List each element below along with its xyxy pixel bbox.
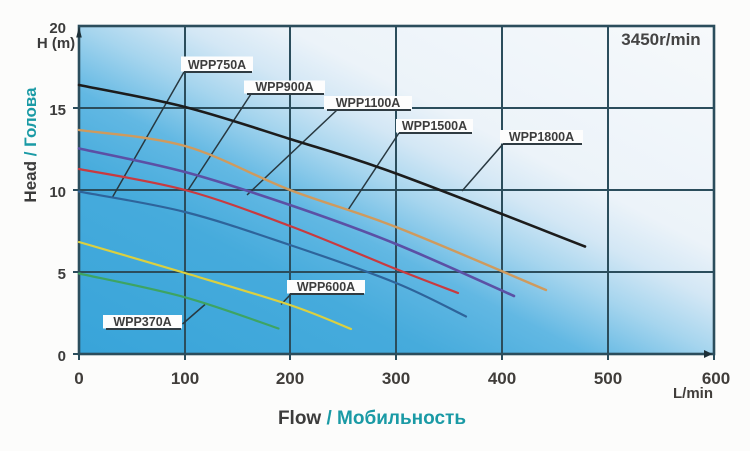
- svg-text:WPP600A: WPP600A: [297, 280, 355, 294]
- svg-text:20: 20: [49, 20, 66, 37]
- svg-text:WPP750A: WPP750A: [188, 58, 246, 72]
- svg-text:0: 0: [74, 369, 83, 388]
- svg-text:0: 0: [58, 348, 66, 365]
- svg-text:100: 100: [171, 369, 199, 388]
- svg-text:Head / Голова: Head / Голова: [21, 87, 40, 203]
- svg-text:600: 600: [702, 369, 730, 388]
- svg-text:WPP370A: WPP370A: [113, 315, 171, 329]
- svg-text:300: 300: [382, 369, 410, 388]
- svg-text:WPP900A: WPP900A: [255, 80, 313, 94]
- svg-text:H (m): H (m): [37, 35, 75, 52]
- svg-text:500: 500: [594, 369, 622, 388]
- svg-text:200: 200: [276, 369, 304, 388]
- svg-text:WPP1100A: WPP1100A: [336, 96, 401, 110]
- svg-text:WPP1500A: WPP1500A: [402, 119, 467, 133]
- svg-text:L/min: L/min: [673, 385, 713, 402]
- svg-text:10: 10: [49, 184, 66, 201]
- svg-text:400: 400: [488, 369, 516, 388]
- svg-text:3450r/min: 3450r/min: [621, 30, 700, 49]
- svg-text:WPP1800A: WPP1800A: [509, 130, 574, 144]
- svg-text:Flow / Мобильность: Flow / Мобильность: [278, 408, 466, 429]
- svg-text:15: 15: [49, 102, 66, 119]
- svg-text:5: 5: [58, 266, 66, 283]
